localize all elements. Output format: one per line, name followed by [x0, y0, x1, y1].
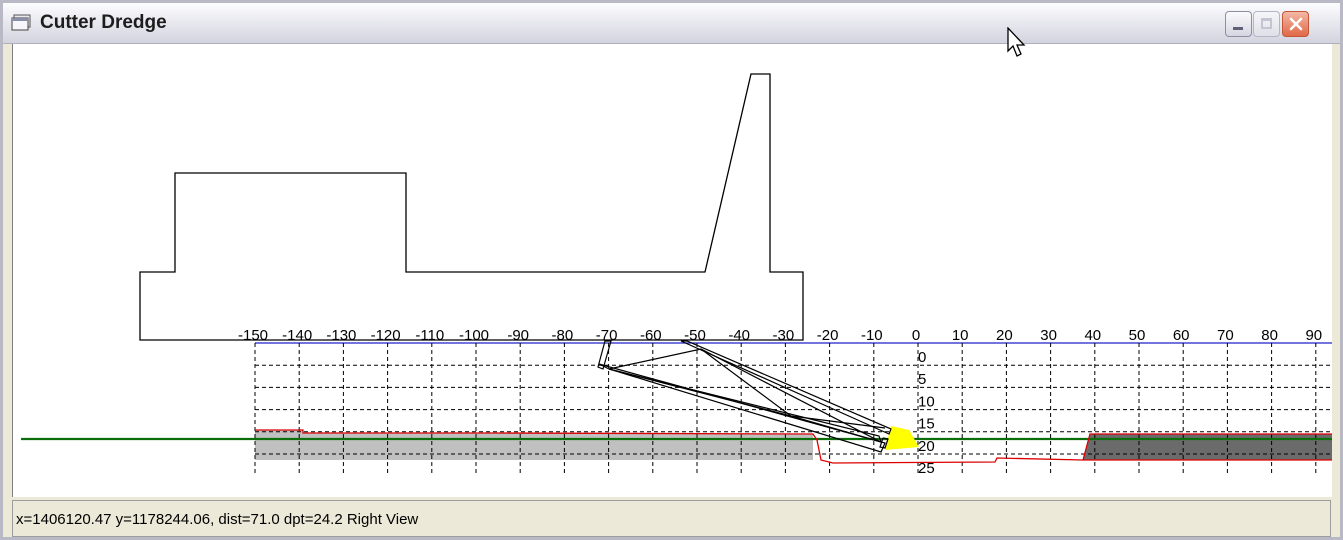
maximize-button[interactable] — [1253, 11, 1280, 37]
x-tick-label: -130 — [326, 327, 356, 344]
close-icon — [1289, 17, 1303, 31]
x-tick-label: -120 — [371, 327, 401, 344]
depth-tick-label: 25 — [918, 460, 935, 477]
cutter-ladder — [597, 340, 892, 453]
depth-tick-label: 10 — [918, 393, 935, 410]
x-tick-label: 60 — [1173, 327, 1190, 344]
mouse-cursor-icon — [1007, 27, 1026, 57]
x-tick-label: 0 — [912, 327, 920, 344]
x-tick-label: -70 — [596, 327, 618, 344]
minimize-icon — [1233, 27, 1243, 30]
depth-tick-label: 5 — [918, 371, 926, 388]
x-tick-label: 20 — [996, 327, 1013, 344]
depth-tick-label: 20 — [918, 438, 935, 455]
x-tick-label: 70 — [1217, 327, 1234, 344]
maximize-icon — [1261, 18, 1272, 29]
profile-canvas[interactable]: -150 -140 -130 -120 -110 -100 -90 -80 -70 -60 -50-… — [12, 44, 1332, 497]
x-tick-label: -140 — [282, 327, 312, 344]
x-axis-tick-labels: -150 -140 -130 -120 -110 -100 -90 -80 -70 -60 -50-… — [238, 327, 1322, 344]
x-tick-label: -10 — [861, 327, 883, 344]
window-app-icon — [11, 14, 31, 31]
x-tick-label: 80 — [1261, 327, 1278, 344]
x-tick-label: -90 — [507, 327, 529, 344]
x-tick-label: -80 — [552, 327, 574, 344]
depth-tick-label: 15 — [918, 416, 935, 433]
cutter-head — [885, 426, 919, 450]
x-tick-label: -20 — [817, 327, 839, 344]
close-button[interactable] — [1282, 11, 1309, 37]
x-tick-label: -30 — [773, 327, 795, 344]
dredge-hull-outline — [139, 73, 804, 341]
x-tick-label: -60 — [640, 327, 662, 344]
title-bar[interactable]: Cutter Dredge — [3, 3, 1340, 44]
x-tick-label: 40 — [1084, 327, 1101, 344]
x-tick-label: -40 — [728, 327, 750, 344]
fill-region-left — [255, 430, 813, 460]
x-tick-label: -100 — [459, 327, 489, 344]
x-tick-label: -150 — [238, 327, 268, 344]
minimize-button[interactable] — [1225, 11, 1252, 37]
x-tick-label: 30 — [1040, 327, 1057, 344]
x-tick-label: 50 — [1129, 327, 1146, 344]
status-text: x=1406120.47 y=1178244.06, dist=71.0 dpt… — [16, 511, 419, 528]
x-tick-label: -110 — [415, 327, 444, 344]
depth-tick-label: 0 — [918, 349, 926, 366]
dredge-profile-view: -150 -140 -130 -120 -110 -100 -90 -80 -70 -60 -50-… — [21, 73, 1332, 477]
depth-grid — [254, 343, 1332, 474]
window-title: Cutter Dredge — [40, 12, 167, 33]
x-tick-label: 90 — [1305, 327, 1322, 344]
depth-tick-labels: 0 5 10 15 20 25 — [918, 349, 935, 477]
x-tick-label: -50 — [684, 327, 706, 344]
x-tick-label: 10 — [952, 327, 969, 344]
status-bar: x=1406120.47 y=1178244.06, dist=71.0 dpt… — [12, 500, 1331, 537]
